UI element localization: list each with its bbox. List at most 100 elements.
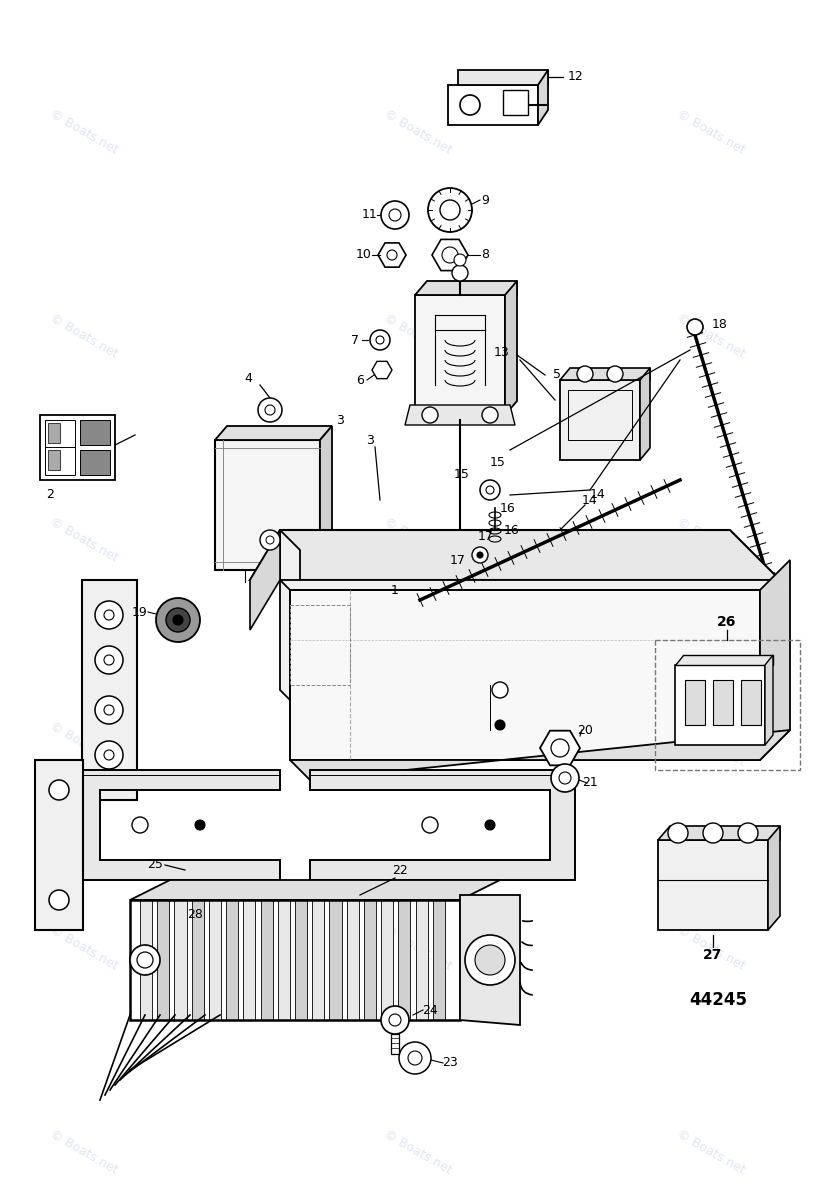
Circle shape xyxy=(49,890,69,910)
Polygon shape xyxy=(35,760,83,930)
Polygon shape xyxy=(372,361,392,379)
Polygon shape xyxy=(560,380,640,460)
Polygon shape xyxy=(226,900,238,1020)
Circle shape xyxy=(370,330,390,350)
Polygon shape xyxy=(290,730,790,780)
Circle shape xyxy=(95,646,123,674)
Polygon shape xyxy=(295,900,307,1020)
Polygon shape xyxy=(505,281,517,415)
Circle shape xyxy=(454,254,466,266)
Text: © Boats.net: © Boats.net xyxy=(48,719,120,769)
Text: © Boats.net: © Boats.net xyxy=(382,311,454,361)
Circle shape xyxy=(389,209,401,221)
Circle shape xyxy=(389,1014,401,1026)
Circle shape xyxy=(137,952,153,968)
Bar xyxy=(503,90,528,115)
Polygon shape xyxy=(448,85,538,125)
Polygon shape xyxy=(415,281,517,295)
Text: 2: 2 xyxy=(46,488,54,502)
Circle shape xyxy=(173,614,183,625)
Text: 7: 7 xyxy=(351,334,359,347)
Polygon shape xyxy=(540,731,580,766)
Text: © Boats.net: © Boats.net xyxy=(675,311,747,361)
Polygon shape xyxy=(381,900,393,1020)
Circle shape xyxy=(703,823,723,842)
Text: © Boats.net: © Boats.net xyxy=(48,923,120,973)
Circle shape xyxy=(607,366,623,382)
Circle shape xyxy=(559,772,571,784)
Circle shape xyxy=(551,764,579,792)
Polygon shape xyxy=(175,900,186,1020)
Text: 22: 22 xyxy=(392,864,408,876)
Polygon shape xyxy=(82,580,137,800)
Polygon shape xyxy=(658,826,780,840)
Circle shape xyxy=(452,265,468,281)
Circle shape xyxy=(577,366,593,382)
Bar xyxy=(40,415,115,480)
Text: 11: 11 xyxy=(362,209,378,222)
Text: © Boats.net: © Boats.net xyxy=(382,515,454,565)
Text: 44245: 44245 xyxy=(689,991,747,1009)
Bar xyxy=(713,680,733,725)
Polygon shape xyxy=(82,770,280,880)
Circle shape xyxy=(440,200,460,220)
Text: © Boats.net: © Boats.net xyxy=(675,107,747,157)
Circle shape xyxy=(475,946,505,974)
Text: © Boats.net: © Boats.net xyxy=(675,719,747,769)
Polygon shape xyxy=(364,900,376,1020)
Polygon shape xyxy=(347,900,359,1020)
Text: 14: 14 xyxy=(582,493,598,506)
Circle shape xyxy=(492,682,508,698)
Text: © Boats.net: © Boats.net xyxy=(382,1127,454,1177)
Polygon shape xyxy=(560,368,650,380)
Circle shape xyxy=(465,935,515,985)
Circle shape xyxy=(104,610,114,620)
Polygon shape xyxy=(760,560,790,760)
Circle shape xyxy=(95,696,123,724)
Text: 10: 10 xyxy=(356,248,372,262)
Circle shape xyxy=(486,486,494,494)
Bar xyxy=(391,1034,399,1054)
Circle shape xyxy=(381,200,409,229)
Polygon shape xyxy=(432,240,468,270)
Circle shape xyxy=(668,823,688,842)
Circle shape xyxy=(381,1006,409,1034)
Text: © Boats.net: © Boats.net xyxy=(48,107,120,157)
Circle shape xyxy=(195,820,205,830)
Polygon shape xyxy=(768,826,780,930)
Circle shape xyxy=(130,946,160,974)
Circle shape xyxy=(260,530,280,550)
Polygon shape xyxy=(675,665,765,745)
Polygon shape xyxy=(191,900,204,1020)
Circle shape xyxy=(422,817,438,833)
Polygon shape xyxy=(280,530,300,710)
Polygon shape xyxy=(209,900,221,1020)
Text: © Boats.net: © Boats.net xyxy=(382,719,454,769)
Circle shape xyxy=(442,247,458,263)
Bar xyxy=(741,680,761,725)
Polygon shape xyxy=(290,590,760,760)
Circle shape xyxy=(265,404,275,415)
Text: 19: 19 xyxy=(132,606,148,618)
Circle shape xyxy=(258,398,282,422)
Text: 26: 26 xyxy=(717,614,737,629)
Text: 21: 21 xyxy=(582,776,598,790)
Circle shape xyxy=(738,823,758,842)
Polygon shape xyxy=(250,530,280,630)
Text: © Boats.net: © Boats.net xyxy=(675,515,747,565)
Text: 16: 16 xyxy=(500,502,516,515)
Circle shape xyxy=(495,720,505,730)
Polygon shape xyxy=(658,840,768,930)
Circle shape xyxy=(428,188,472,232)
Circle shape xyxy=(376,336,384,344)
Circle shape xyxy=(687,319,703,335)
Circle shape xyxy=(485,820,495,830)
Polygon shape xyxy=(278,900,290,1020)
Circle shape xyxy=(480,480,500,500)
Polygon shape xyxy=(405,404,515,425)
Circle shape xyxy=(387,250,397,260)
Text: 12: 12 xyxy=(568,71,584,84)
Text: 16: 16 xyxy=(504,523,520,536)
Polygon shape xyxy=(312,900,324,1020)
Text: © Boats.net: © Boats.net xyxy=(48,515,120,565)
